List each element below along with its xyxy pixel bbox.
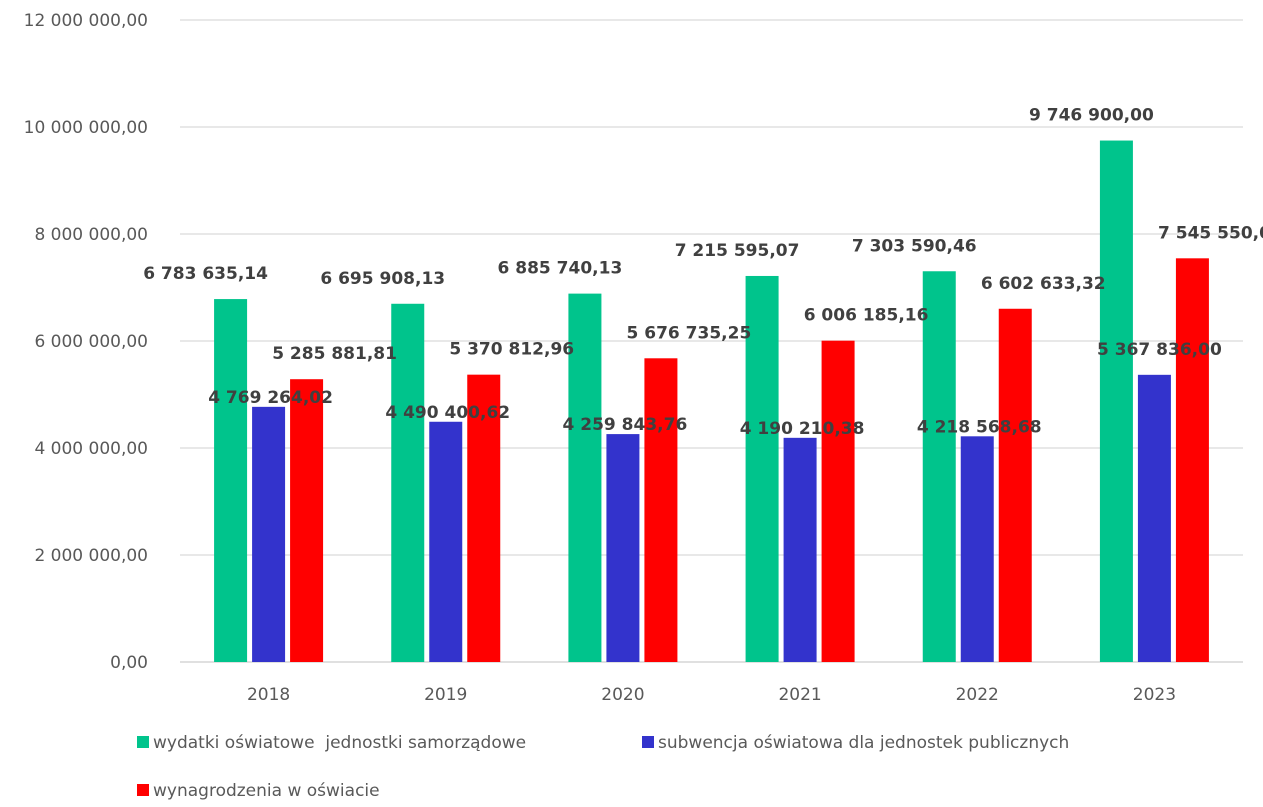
data-label: 5 676 735,25 — [627, 323, 752, 343]
data-label: 4 218 568,68 — [917, 417, 1042, 437]
y-tick-label: 8 000 000,00 — [34, 225, 148, 245]
data-label: 6 885 740,13 — [498, 259, 623, 279]
bar-2023-1 — [1099, 140, 1133, 663]
data-label: 9 746 900,00 — [1029, 106, 1154, 126]
x-tick-label: 2021 — [778, 685, 821, 705]
x-tick-label: 2023 — [1133, 685, 1176, 705]
legend-label: subwencja oświatowa dla jednostek public… — [658, 733, 1069, 753]
bar-2021-2 — [783, 437, 817, 662]
data-label: 6 783 635,14 — [143, 264, 268, 284]
data-label: 7 545 550,00 — [1158, 223, 1263, 243]
legend-swatch — [137, 784, 149, 796]
bar-2020-1 — [568, 293, 602, 662]
x-tick-label: 2022 — [956, 685, 999, 705]
data-label: 6 006 185,16 — [804, 306, 929, 326]
legend-swatch — [642, 736, 654, 748]
bar-2019-1 — [391, 303, 425, 662]
y-axis-ticks: 0,00 2 000 000,00 4 000 000,00 6 000 000,00… — [24, 11, 148, 673]
data-label: 6 695 908,13 — [320, 269, 445, 289]
legend-item: wydatki oświatowe jednostki samorządowe — [137, 733, 526, 753]
bar-2018-2 — [252, 406, 286, 662]
data-label: 4 259 843,76 — [563, 415, 688, 435]
y-tick-label: 2 000 000,00 — [34, 546, 148, 566]
y-tick-label: 10 000 000,00 — [24, 118, 148, 138]
data-label: 6 602 633,32 — [981, 274, 1106, 294]
bar-2022-2 — [960, 436, 994, 662]
x-tick-label: 2019 — [424, 685, 467, 705]
bar-2020-2 — [606, 434, 640, 662]
y-tick-label: 0,00 — [110, 653, 148, 673]
bar-2021-1 — [745, 275, 779, 662]
data-labels: 6 783 635,14 4 769 264,02 5 285 881,81 6 69… — [143, 106, 1263, 439]
legend-item: wynagrodzenia w oświacie — [137, 781, 380, 801]
bar-2019-3 — [467, 374, 501, 662]
y-tick-label: 4 000 000,00 — [34, 439, 148, 459]
bars — [214, 140, 1209, 663]
gridlines — [180, 19, 1243, 663]
legend: wydatki oświatowe jednostki samorządowe s… — [137, 733, 1069, 801]
data-label: 5 370 812,96 — [449, 340, 574, 360]
legend-label: wynagrodzenia w oświacie — [153, 781, 380, 801]
bar-2020-3 — [644, 358, 678, 662]
data-label: 5 367 836,00 — [1097, 340, 1222, 360]
bar-2018-1 — [214, 299, 248, 662]
data-label: 7 303 590,46 — [852, 236, 977, 256]
data-label: 5 285 881,81 — [272, 344, 397, 364]
bar-2019-2 — [429, 421, 463, 662]
y-tick-label: 12 000 000,00 — [24, 11, 148, 31]
legend-item: subwencja oświatowa dla jednostek public… — [642, 733, 1069, 753]
bar-2018-3 — [290, 379, 324, 662]
legend-label: wydatki oświatowe jednostki samorządowe — [153, 733, 526, 753]
data-label: 4 190 210,38 — [740, 419, 865, 439]
bar-2023-3 — [1175, 258, 1209, 662]
legend-swatch — [137, 736, 149, 748]
data-label: 4 769 264,02 — [208, 388, 333, 408]
bar-2022-1 — [922, 271, 956, 662]
bar-2022-3 — [998, 308, 1032, 662]
x-axis-ticks: 2018 2019 2020 2021 2022 2023 — [247, 685, 1176, 705]
data-label: 7 215 595,07 — [675, 241, 800, 261]
bar-2021-3 — [821, 340, 855, 662]
data-label: 4 490 400,62 — [385, 403, 510, 423]
x-tick-label: 2020 — [601, 685, 644, 705]
x-tick-label: 2018 — [247, 685, 290, 705]
y-tick-label: 6 000 000,00 — [34, 332, 148, 352]
bar-2023-2 — [1137, 374, 1171, 662]
